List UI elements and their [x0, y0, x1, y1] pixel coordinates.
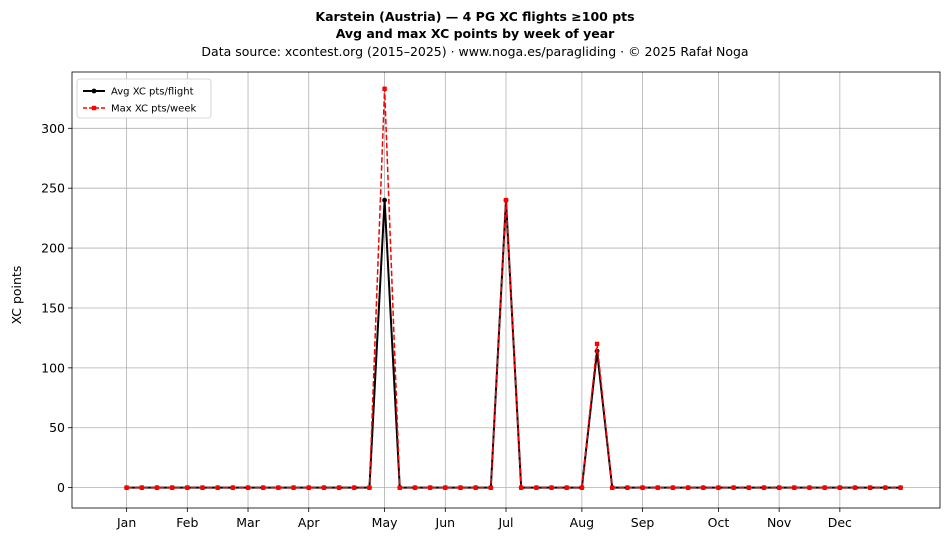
x-tick-label: Apr [298, 515, 320, 530]
legend-marker [91, 88, 97, 94]
x-tick-label: Jun [435, 515, 456, 530]
max-data-point [200, 485, 205, 490]
max-data-point [306, 485, 311, 490]
x-tick-label: Oct [708, 515, 730, 530]
max-data-point [837, 485, 843, 490]
max-data-point [336, 485, 342, 490]
max-data-point [412, 485, 418, 490]
legend-label: Avg XC pts/flight [111, 87, 194, 98]
max-data-point [139, 485, 145, 490]
max-data-point [716, 485, 721, 490]
max-data-point [670, 485, 676, 490]
y-tick-label: 200 [41, 241, 65, 256]
max-data-point [640, 485, 645, 490]
max-data-point [610, 485, 615, 490]
max-data-point [230, 485, 236, 490]
legend: Avg XC pts/flight Max XC pts/week [76, 78, 212, 119]
x-tick-label: Jan [116, 515, 136, 530]
max-data-point [625, 485, 630, 490]
max-data-point [352, 485, 357, 490]
y-tick-label: 300 [41, 121, 65, 136]
max-data-point [852, 485, 858, 490]
x-tick-label: Nov [767, 515, 792, 530]
max-data-point [124, 485, 129, 490]
max-data-point [473, 485, 478, 490]
max-data-point [245, 485, 251, 490]
max-data-point [169, 485, 175, 490]
max-data-point [276, 485, 281, 490]
x-tick-label: Jul [497, 515, 513, 530]
x-tick-label: Sep [631, 515, 655, 530]
data-source-note: Data source: xcontest.org (2015–2025) · … [201, 44, 749, 59]
series-lines [124, 86, 903, 491]
max-data-point [534, 485, 539, 490]
max-data-point [883, 485, 888, 490]
max-series-line [126, 88, 901, 489]
y-axis-label: XC points [9, 266, 24, 325]
chart-title: Karstein (Austria) — 4 PG XC flights ≥10… [315, 9, 635, 24]
max-data-point [746, 485, 751, 490]
max-data-point [382, 86, 387, 91]
max-data-point [291, 485, 296, 490]
max-data-point [427, 485, 433, 490]
x-tick-label: Feb [176, 515, 198, 530]
max-data-point [579, 485, 585, 490]
max-data-point [731, 485, 736, 490]
chart-subtitle: Avg and max XC points by week of year [335, 26, 615, 41]
max-data-point [792, 485, 797, 490]
max-data-point [761, 485, 767, 490]
y-tick-label: 250 [41, 181, 65, 196]
y-tick-label: 0 [57, 480, 65, 495]
legend-marker [91, 105, 97, 111]
max-data-point [822, 485, 827, 490]
max-data-point [685, 485, 691, 490]
max-data-point [261, 485, 266, 490]
max-data-point [215, 485, 220, 490]
max-data-point [443, 485, 448, 490]
x-tick-label: Mar [236, 515, 260, 530]
max-data-point [397, 485, 402, 490]
legend-box [76, 78, 212, 119]
max-data-point [154, 485, 160, 490]
x-tick-label: Dec [828, 515, 852, 530]
max-data-point [898, 485, 903, 490]
max-data-point [701, 485, 706, 490]
y-tick-label: 150 [41, 300, 65, 315]
max-data-point [776, 485, 782, 490]
max-data-point [564, 485, 569, 490]
x-tick-label: Aug [570, 515, 594, 530]
grid-lines [72, 72, 940, 508]
max-data-point [867, 485, 873, 490]
avg-data-point [382, 197, 388, 203]
max-data-point [185, 485, 190, 490]
max-data-point [458, 485, 463, 490]
max-data-point [549, 485, 554, 490]
max-data-point [518, 485, 524, 490]
max-data-point [321, 485, 327, 490]
max-data-point [367, 485, 372, 490]
max-data-point [655, 485, 660, 490]
x-tick-label: May [372, 515, 398, 530]
legend-label: Max XC pts/week [111, 104, 196, 115]
max-data-point [807, 485, 812, 490]
max-data-point [594, 341, 600, 347]
y-tick-label: 50 [49, 420, 65, 435]
max-data-point [503, 197, 509, 203]
y-tick-label: 100 [41, 360, 65, 375]
axes: Jan Feb Mar Apr May Jun Jul Aug Sep Oct Nov Dec 0 50 1… [41, 121, 852, 530]
max-data-point [488, 485, 494, 490]
